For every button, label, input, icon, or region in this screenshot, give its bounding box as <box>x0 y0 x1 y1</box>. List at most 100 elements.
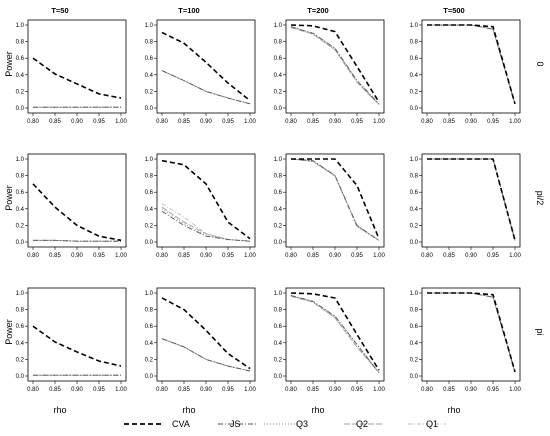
x-tick-label: 0.95 <box>351 387 363 393</box>
x-tick-label: 0.95 <box>93 387 105 393</box>
x-tick-label: 1.00 <box>244 253 256 259</box>
y-axis-label-row-3: Power <box>4 319 14 345</box>
panel-r3-c2: 0.0 0.2 0.4 0.6 0.8 1.0 0.80 0.85 0.90 0.95 1.00 <box>145 287 256 393</box>
x-tick-label: 0.80 <box>421 387 433 393</box>
panel-r1-c2: 0.0 0.2 0.4 0.6 0.8 1.0 0.80 0.85 0.90 0.95 1.00 <box>145 19 256 125</box>
y-tick-label: 0.0 <box>145 374 154 380</box>
y-tick-label: 0.6 <box>410 190 419 196</box>
panel-r2-c4: 0.0 0.2 0.4 0.6 0.8 1.0 0.80 0.85 0.90 0.95 1.00 <box>410 153 521 259</box>
y-tick-label: 0.4 <box>145 341 154 347</box>
x-tick-label: 0.90 <box>329 253 341 259</box>
legend-label-q1: Q1 <box>426 419 438 429</box>
x-tick-label: 0.80 <box>421 253 433 259</box>
panel-r1-c1: 0.0 0.2 0.4 0.6 0.8 1.0 0.80 0.85 0.90 0.95 1.00 <box>16 19 127 125</box>
y-tick-label: 0.8 <box>16 308 25 314</box>
y-tick-label: 0.0 <box>274 240 283 246</box>
y-axis-label-row-1: Power <box>4 51 14 77</box>
y-tick-label: 1.0 <box>410 23 419 29</box>
y-tick-label: 0.6 <box>16 190 25 196</box>
y-tick-label: 0.0 <box>410 240 419 246</box>
panel-r2-c3: 0.0 0.2 0.4 0.6 0.8 1.0 0.80 0.85 0.90 0.95 1.00 <box>274 153 385 259</box>
x-tick-label: 0.90 <box>329 119 341 125</box>
y-tick-label: 0.6 <box>274 56 283 62</box>
y-tick-label: 0.6 <box>145 190 154 196</box>
y-tick-label: 1.0 <box>16 157 25 163</box>
y-tick-label: 0.8 <box>410 174 419 180</box>
y-tick-label: 0.6 <box>145 324 154 330</box>
x-tick-label: 0.90 <box>465 253 477 259</box>
y-tick-label: 0.4 <box>274 73 283 79</box>
x-tick-label: 0.85 <box>443 387 455 393</box>
series-line-q2 <box>290 295 380 373</box>
x-tick-label: 0.80 <box>156 253 168 259</box>
series-line-q2 <box>290 27 380 105</box>
x-tick-label: 0.80 <box>27 387 39 393</box>
y-tick-label: 0.4 <box>410 207 419 213</box>
x-tick-label: 0.85 <box>307 119 319 125</box>
column-title-t100: T=100 <box>178 6 199 15</box>
x-tick-label: 1.00 <box>373 119 385 125</box>
legend-label-cva: CVA <box>172 419 190 429</box>
y-tick-label: 1.0 <box>16 23 25 29</box>
series-line-q3 <box>161 70 251 105</box>
y-axis-label-row-2: Power <box>4 185 14 211</box>
series-line-cva <box>161 159 251 240</box>
x-tick-label: 0.80 <box>156 119 168 125</box>
x-axis-label-col-3: rho <box>311 405 324 415</box>
y-tick-label: 0.2 <box>274 223 283 229</box>
x-tick-label: 0.95 <box>93 119 105 125</box>
series-line-cva <box>161 31 251 102</box>
x-tick-label: 1.00 <box>373 387 385 393</box>
y-tick-label: 0.4 <box>16 207 25 213</box>
x-tick-label: 0.80 <box>285 253 297 259</box>
series-line-js <box>290 295 380 373</box>
y-tick-label: 0.4 <box>410 73 419 79</box>
y-tick-label: 0.0 <box>16 106 25 112</box>
x-tick-label: 0.95 <box>351 119 363 125</box>
x-tick-label: 0.90 <box>71 119 83 125</box>
y-tick-label: 0.4 <box>274 207 283 213</box>
y-tick-label: 0.8 <box>410 308 419 314</box>
x-tick-label: 0.80 <box>285 119 297 125</box>
x-tick-label: 0.80 <box>421 119 433 125</box>
x-tick-label: 0.85 <box>178 119 190 125</box>
y-tick-label: 0.8 <box>145 174 154 180</box>
x-tick-label: 0.95 <box>222 387 234 393</box>
x-tick-label: 0.85 <box>443 253 455 259</box>
x-axis-label-col-2: rho <box>182 405 195 415</box>
y-tick-label: 0.8 <box>274 40 283 46</box>
x-tick-label: 0.90 <box>71 253 83 259</box>
y-tick-label: 0.2 <box>410 89 419 95</box>
y-tick-label: 0.0 <box>274 374 283 380</box>
x-axis-label-col-4: rho <box>447 405 460 415</box>
y-tick-label: 0.8 <box>274 308 283 314</box>
x-tick-label: 1.00 <box>115 387 127 393</box>
x-tick-label: 0.95 <box>487 387 499 393</box>
series-line-cva <box>32 325 122 367</box>
panel-r3-c4: 0.0 0.2 0.4 0.6 0.8 1.0 0.80 0.85 0.90 0.95 1.00 <box>410 287 521 393</box>
x-tick-label: 1.00 <box>244 387 256 393</box>
x-tick-label: 0.95 <box>351 253 363 259</box>
panel-r3-c3: 0.0 0.2 0.4 0.6 0.8 1.0 0.80 0.85 0.90 0.95 1.00 <box>274 287 385 393</box>
series-line-q3 <box>161 338 251 372</box>
legend-label-q2: Q2 <box>356 419 368 429</box>
x-tick-label: 0.85 <box>49 119 61 125</box>
y-tick-label: 0.8 <box>410 40 419 46</box>
x-tick-label: 0.90 <box>200 387 212 393</box>
y-tick-label: 0.0 <box>145 240 154 246</box>
series-line-cva <box>32 183 122 242</box>
x-tick-label: 0.85 <box>49 253 61 259</box>
y-tick-label: 0.4 <box>16 73 25 79</box>
x-tick-label: 0.90 <box>200 253 212 259</box>
y-tick-label: 1.0 <box>274 157 283 163</box>
y-tick-label: 1.0 <box>145 23 154 29</box>
column-title-t50: T=50 <box>51 6 68 15</box>
x-tick-label: 0.95 <box>222 253 234 259</box>
y-tick-label: 1.0 <box>410 291 419 297</box>
y-tick-label: 0.0 <box>145 106 154 112</box>
x-tick-label: 0.90 <box>329 387 341 393</box>
y-tick-label: 0.2 <box>16 89 25 95</box>
series-line-js <box>33 239 121 242</box>
